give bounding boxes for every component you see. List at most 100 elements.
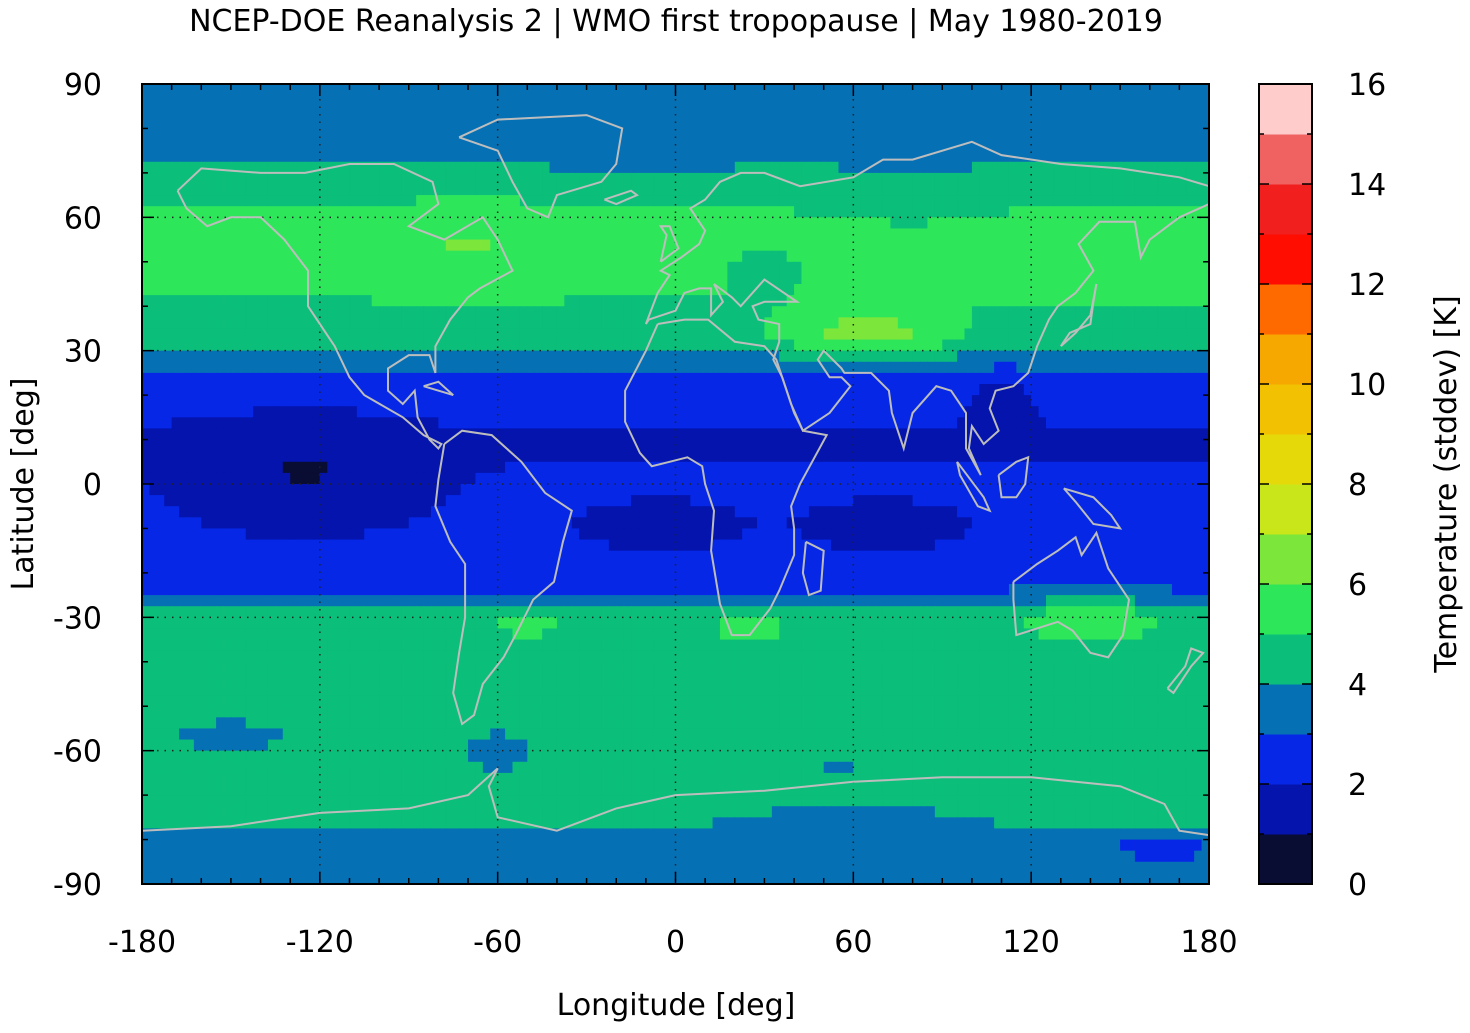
heatmap-cell <box>216 417 225 430</box>
heatmap-cell <box>905 395 914 407</box>
heatmap-cell <box>1001 284 1010 296</box>
heatmap-cell <box>816 328 825 341</box>
heatmap-cell <box>934 272 943 285</box>
heatmap-cell <box>616 284 625 296</box>
heatmap-cell <box>1001 84 1010 96</box>
heatmap-cell <box>549 395 558 407</box>
heatmap-cell <box>979 339 988 352</box>
heatmap-cell <box>379 217 388 230</box>
heatmap-cell <box>897 372 906 385</box>
heatmap-cell <box>386 384 395 396</box>
heatmap-cell <box>430 195 439 207</box>
heatmap-cell <box>1075 428 1084 441</box>
heatmap-cell <box>808 428 817 441</box>
heatmap-cell <box>453 184 462 196</box>
heatmap-cell <box>445 317 454 330</box>
heatmap-cell <box>364 272 373 285</box>
heatmap-cell <box>1023 117 1032 130</box>
heatmap-cell <box>1164 117 1173 130</box>
heatmap-cell <box>794 95 803 107</box>
heatmap-cell <box>1134 372 1143 385</box>
heatmap-cell <box>593 161 602 174</box>
heatmap-cell <box>682 228 691 241</box>
heatmap-cell <box>142 450 151 463</box>
heatmap-cell <box>401 450 410 463</box>
heatmap-cell <box>1016 317 1025 330</box>
heatmap-cell <box>868 350 877 363</box>
heatmap-cell <box>445 328 454 341</box>
heatmap-cell <box>245 195 254 207</box>
heatmap-cell <box>1201 284 1209 296</box>
heatmap-cell <box>1105 228 1114 241</box>
heatmap-cell <box>267 339 276 352</box>
heatmap-cell <box>460 150 469 163</box>
heatmap-cell <box>556 150 565 163</box>
heatmap-cell <box>438 161 447 174</box>
heatmap-cell <box>1045 172 1054 185</box>
heatmap-cell <box>1053 84 1062 96</box>
heatmap-cell <box>349 217 358 230</box>
heatmap-cell <box>645 161 654 174</box>
heatmap-cell <box>890 372 899 385</box>
heatmap-cell <box>853 395 862 407</box>
heatmap-cell <box>1157 161 1166 174</box>
heatmap-cell <box>764 184 773 196</box>
heatmap-cell <box>771 450 780 463</box>
heatmap-cell <box>482 250 491 263</box>
heatmap-cell <box>675 206 684 218</box>
heatmap-cell <box>571 139 580 152</box>
heatmap-cell <box>1001 428 1010 441</box>
heatmap-cell <box>179 372 188 385</box>
heatmap-cell <box>334 284 343 296</box>
heatmap-cell <box>853 339 862 352</box>
heatmap-cell <box>905 261 914 274</box>
heatmap-cell <box>1016 439 1025 452</box>
heatmap-cell <box>616 395 625 407</box>
heatmap-cell <box>171 395 180 407</box>
heatmap-cell <box>527 261 536 274</box>
heatmap-cell <box>1045 228 1054 241</box>
heatmap-cell <box>290 450 299 463</box>
heatmap-cell <box>193 161 202 174</box>
heatmap-cell <box>490 84 499 96</box>
heatmap-cell <box>156 284 165 296</box>
heatmap-cell <box>897 106 906 118</box>
heatmap-cell <box>260 339 269 352</box>
heatmap-cell <box>260 250 269 263</box>
heatmap-cell <box>245 350 254 363</box>
heatmap-cell <box>223 350 232 363</box>
heatmap-cell <box>831 217 840 230</box>
heatmap-cell <box>267 295 276 307</box>
heatmap-cell <box>786 272 795 285</box>
heatmap-cell <box>505 217 514 230</box>
heatmap-cell <box>468 350 477 363</box>
heatmap-cell <box>1001 228 1010 241</box>
heatmap-cell <box>223 95 232 107</box>
heatmap-cell <box>460 461 469 474</box>
heatmap-cell <box>527 195 536 207</box>
heatmap-cell <box>556 128 565 141</box>
heatmap-cell <box>527 350 536 363</box>
heatmap-cell <box>416 372 425 385</box>
heatmap-cell <box>393 272 402 285</box>
heatmap-cell <box>1038 95 1047 107</box>
heatmap-cell <box>845 184 854 196</box>
heatmap-cell <box>1097 328 1106 341</box>
heatmap-cell <box>408 150 417 163</box>
heatmap-cell <box>801 328 810 341</box>
heatmap-cell <box>868 250 877 263</box>
heatmap-cell <box>1201 328 1209 341</box>
heatmap-cell <box>393 84 402 96</box>
heatmap-cell <box>460 139 469 152</box>
heatmap-cell <box>245 172 254 185</box>
heatmap-cell <box>690 250 699 263</box>
heatmap-cell <box>890 295 899 307</box>
heatmap-cell <box>994 284 1003 296</box>
heatmap-cell <box>282 150 291 163</box>
heatmap-cell <box>1112 350 1121 363</box>
heatmap-cell <box>371 328 380 341</box>
heatmap-cell <box>149 306 158 318</box>
heatmap-cell <box>156 150 165 163</box>
heatmap-cell <box>942 350 951 363</box>
heatmap-cell <box>623 117 632 130</box>
